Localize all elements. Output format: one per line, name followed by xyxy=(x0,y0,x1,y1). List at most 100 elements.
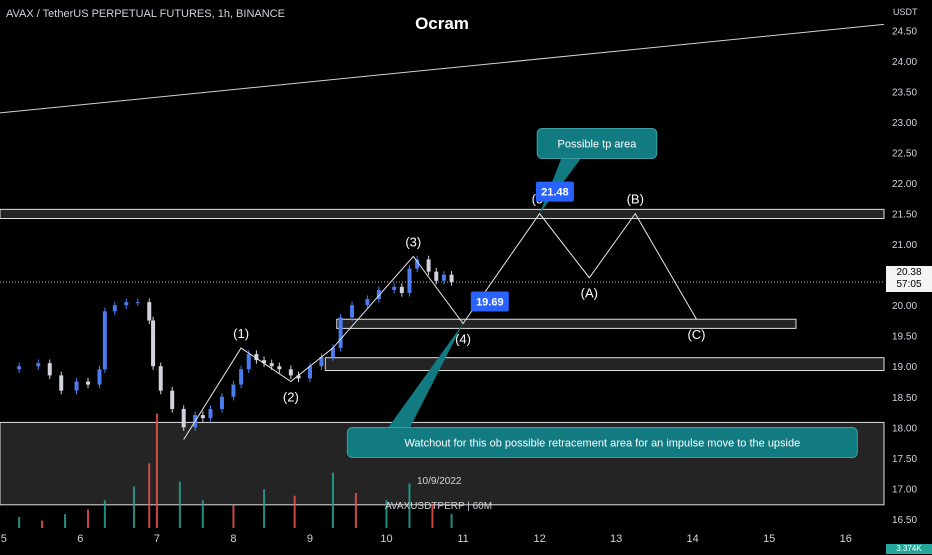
volume-value-tag: 3.374K xyxy=(886,544,932,554)
price-badge-text-1: 19.69 xyxy=(476,297,504,309)
volume-bar-13 xyxy=(331,472,334,528)
volume-bar-9 xyxy=(201,500,204,528)
volume-bar-14 xyxy=(354,492,357,528)
current-price-value: 20.38 xyxy=(896,267,922,278)
candle-body-27 xyxy=(277,366,282,370)
zone-0 xyxy=(0,208,885,220)
candle-body-39 xyxy=(407,268,412,293)
crosshair-date-label: 10/9/2022 xyxy=(417,476,462,487)
x-tick-label-8: 13 xyxy=(610,533,622,545)
candle-body-32 xyxy=(330,347,335,358)
candle-body-33 xyxy=(338,317,343,348)
chart-watermark: Ocram xyxy=(415,14,469,33)
y-tick-label-2: 17.50 xyxy=(892,454,917,465)
candle-body-10 xyxy=(124,302,129,306)
candle-body-18 xyxy=(200,415,205,419)
volume-bar-1 xyxy=(41,520,44,528)
candle-body-30 xyxy=(307,366,312,379)
x-tick-label-10: 15 xyxy=(763,533,775,545)
y-tick-label-3: 18.00 xyxy=(892,423,917,434)
candle-body-25 xyxy=(262,360,267,364)
candle-body-19 xyxy=(208,408,213,419)
candle-body-40 xyxy=(415,259,420,269)
candle-body-34 xyxy=(350,305,355,318)
candle-body-24 xyxy=(254,354,259,361)
candle-body-37 xyxy=(392,286,397,290)
candle-body-2 xyxy=(36,363,41,367)
zone-1 xyxy=(336,318,797,329)
candle-body-4 xyxy=(59,375,64,391)
x-tick-label-1: 6 xyxy=(77,533,83,545)
volume-bar-17 xyxy=(431,504,434,528)
candle-body-28 xyxy=(288,369,293,376)
price-badge-1 xyxy=(470,291,509,312)
wave-label-7: (C) xyxy=(687,327,705,342)
y-tick-label-5: 19.00 xyxy=(892,362,917,373)
trendline xyxy=(0,23,885,114)
wave-label-5: (A) xyxy=(581,286,598,301)
candle-body-7 xyxy=(97,369,102,385)
candle-body-44 xyxy=(449,274,454,283)
candle-body-14 xyxy=(158,366,163,391)
wave-label-1: (2) xyxy=(283,390,299,405)
y-tick-label-12: 22.50 xyxy=(892,149,917,160)
candle-body-29 xyxy=(296,375,301,379)
x-tick-label-5: 10 xyxy=(380,533,392,545)
candle-body-38 xyxy=(399,286,404,293)
elliott-wave-path xyxy=(183,212,697,440)
symbol-title: AVAX / TetherUS PERPETUAL FUTURES, 1h, B… xyxy=(6,8,285,20)
callout-pointer-1 xyxy=(377,323,464,443)
candle-body-6 xyxy=(86,381,91,385)
volume-bar-15 xyxy=(385,500,388,528)
y-tick-label-10: 21.50 xyxy=(892,210,917,221)
y-tick-label-13: 23.00 xyxy=(892,118,917,129)
volume-bar-16 xyxy=(408,483,411,528)
currency-label: USDT xyxy=(893,7,918,17)
x-tick-label-4: 9 xyxy=(307,533,313,545)
candle-body-23 xyxy=(246,354,251,370)
candle-body-41 xyxy=(426,259,431,272)
zone-2 xyxy=(324,357,885,372)
y-tick-label-6: 19.50 xyxy=(892,332,917,343)
volume-indicator-label: AVAXUSDTPERP | 60M xyxy=(385,501,493,512)
candle-body-20 xyxy=(219,396,224,409)
candle-body-5 xyxy=(74,381,79,391)
x-tick-label-3: 8 xyxy=(230,533,236,545)
candle-body-3 xyxy=(47,363,52,376)
candle-body-35 xyxy=(365,299,370,306)
volume-bar-12 xyxy=(293,495,296,528)
volume-bar-2 xyxy=(64,514,67,528)
volume-bar-5 xyxy=(132,486,135,528)
volume-bar-3 xyxy=(87,509,90,528)
x-tick-label-0: 5 xyxy=(1,533,7,545)
candle-body-42 xyxy=(434,271,439,281)
wave-label-0: (1) xyxy=(233,326,249,341)
volume-bar-7 xyxy=(155,413,158,528)
x-tick-label-2: 7 xyxy=(154,533,160,545)
x-tick-label-9: 14 xyxy=(687,533,699,545)
volume-bar-0 xyxy=(18,516,21,528)
callout-box-1 xyxy=(346,427,858,459)
candle-body-8 xyxy=(102,311,107,370)
y-tick-label-11: 22.00 xyxy=(892,179,917,190)
y-tick-label-16: 24.50 xyxy=(892,27,917,38)
wave-label-2: (3) xyxy=(405,234,421,249)
candle-body-15 xyxy=(170,390,175,409)
candle-body-31 xyxy=(319,357,324,367)
volume-bar-8 xyxy=(178,481,181,528)
candle-body-36 xyxy=(376,289,381,300)
x-tick-label-7: 12 xyxy=(533,533,545,545)
candle-body-22 xyxy=(239,369,244,385)
candle-body-12 xyxy=(147,302,152,321)
candle-body-1 xyxy=(17,366,22,370)
wave-label-3: (4) xyxy=(455,332,471,347)
y-tick-label-15: 24.00 xyxy=(892,57,917,68)
volume-bar-6 xyxy=(148,463,151,528)
y-tick-label-4: 18.50 xyxy=(892,393,917,404)
candle-body-13 xyxy=(151,320,156,367)
price-badge-text-0: 21.48 xyxy=(541,187,569,199)
bar-countdown: 57:05 xyxy=(896,279,922,290)
y-tick-label-7: 20.00 xyxy=(892,301,917,312)
